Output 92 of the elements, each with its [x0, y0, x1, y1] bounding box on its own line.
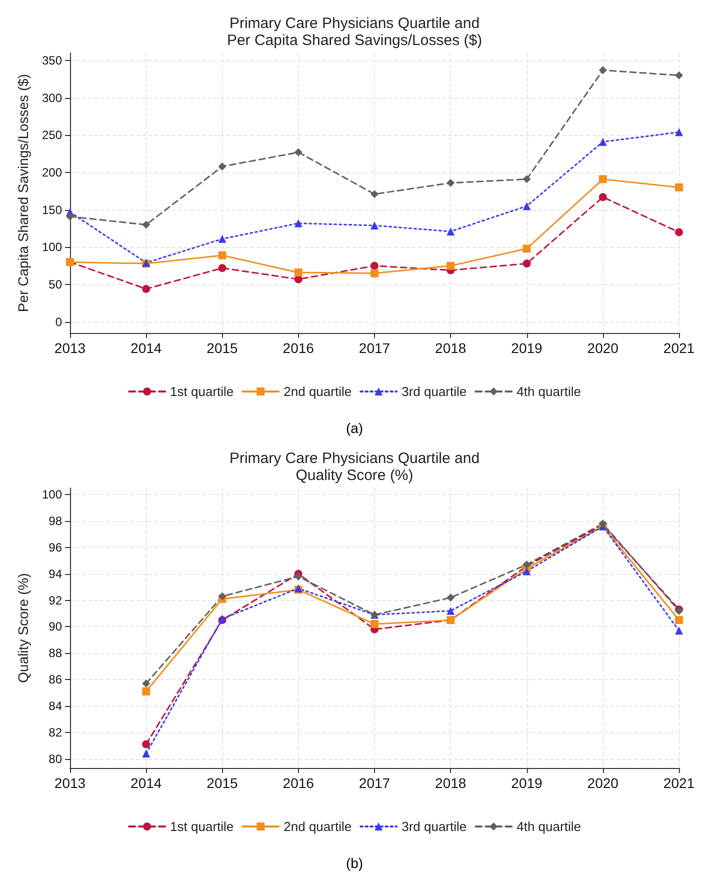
- x-tick-label: 2016: [282, 340, 314, 356]
- point: [370, 190, 378, 198]
- legend-label: 3rd quartile: [402, 384, 467, 399]
- x-tick-label: 2017: [358, 775, 390, 791]
- point: [446, 262, 455, 270]
- point: [294, 148, 302, 156]
- y-tick-label: 80: [48, 752, 62, 766]
- legend-label: 3rd quartile: [402, 819, 467, 834]
- point: [598, 66, 607, 74]
- point: [370, 269, 378, 278]
- x-tick-label: 2021: [663, 340, 695, 356]
- point: [446, 606, 455, 615]
- point: [294, 219, 302, 228]
- point: [370, 221, 378, 230]
- x-tick-label: 2013: [54, 340, 86, 356]
- x-tick-label: 2017: [358, 340, 390, 356]
- point: [675, 228, 683, 236]
- point: [294, 572, 302, 580]
- y-tick-label: 82: [48, 725, 62, 740]
- y-tick-label: 84: [48, 698, 62, 713]
- point: [370, 262, 378, 270]
- y-tick-label: 100: [42, 488, 62, 502]
- point: [218, 592, 226, 600]
- x-tick-label: 2021: [663, 775, 695, 791]
- legend-label: 2nd quartile: [284, 384, 352, 399]
- point: [218, 162, 226, 170]
- x-tick-label: 2013: [54, 775, 86, 791]
- y-tick-label: 100: [42, 240, 62, 254]
- point: [142, 740, 150, 748]
- x-tick-label: 2019: [511, 340, 543, 356]
- x-tick-label: 2020: [587, 340, 619, 356]
- y-axis-title: Quality Score (%): [15, 573, 31, 683]
- y-tick-label: 250: [42, 128, 62, 142]
- point: [446, 178, 455, 187]
- y-tick-label: 50: [48, 277, 62, 292]
- point: [370, 620, 378, 628]
- point: [598, 193, 607, 202]
- y-tick-label: 350: [42, 53, 62, 68]
- chart-title: Primary Care Physicians Quartile and Per Capita Shared Savings/Losses ($): [226, 15, 482, 49]
- point: [522, 244, 531, 253]
- y-axis-title: Per Capita Shared Savings/Losses ($): [15, 74, 31, 312]
- point: [142, 220, 150, 229]
- point: [446, 594, 455, 602]
- text: (a): [346, 420, 364, 436]
- point: [218, 251, 226, 260]
- x-tick-label: 2015: [206, 775, 238, 791]
- point: [142, 284, 150, 293]
- chart-title: Primary Care Physicians Quartile and Quality Score (%): [229, 450, 480, 484]
- point: [522, 260, 531, 268]
- y-tick-label: 92: [48, 593, 62, 608]
- point: [598, 138, 607, 146]
- legend-label: 2nd quartile: [284, 819, 352, 834]
- point: [675, 71, 683, 80]
- text: (b): [346, 855, 364, 871]
- legend-label: 4th quartile: [516, 384, 581, 399]
- point: [675, 626, 683, 635]
- x-tick-label: 2016: [282, 775, 314, 791]
- x-tick-label: 2019: [511, 775, 543, 791]
- legend-label: 4th quartile: [516, 819, 581, 834]
- y-tick-label: 0: [55, 314, 62, 329]
- y-tick-label: 200: [42, 165, 62, 180]
- point: [142, 749, 150, 758]
- point: [675, 616, 683, 624]
- point: [142, 679, 150, 688]
- y-tick-label: 90: [48, 620, 62, 634]
- point: [294, 268, 302, 277]
- y-tick-label: 300: [42, 90, 62, 105]
- point: [675, 128, 683, 136]
- y-tick-label: 86: [48, 672, 62, 687]
- y-tick-label: 98: [48, 514, 62, 528]
- point: [522, 202, 531, 210]
- point: [522, 567, 531, 576]
- point: [675, 183, 683, 192]
- point: [598, 175, 607, 184]
- x-tick-label: 2015: [206, 340, 238, 356]
- legend-label: 1st quartile: [170, 384, 234, 399]
- x-tick-label: 2020: [587, 775, 619, 791]
- x-tick-label: 2018: [435, 775, 466, 791]
- y-tick-label: 96: [48, 540, 62, 554]
- point: [522, 175, 531, 184]
- point: [218, 234, 226, 243]
- legend-label: 1st quartile: [170, 819, 234, 834]
- point: [66, 212, 74, 221]
- y-tick-label: 150: [42, 202, 62, 217]
- x-tick-label: 2018: [435, 340, 466, 356]
- point: [218, 264, 226, 272]
- y-tick-label: 94: [48, 566, 62, 581]
- x-tick-label: 2014: [130, 340, 162, 356]
- point: [446, 227, 455, 236]
- y-tick-label: 88: [48, 646, 62, 660]
- x-tick-label: 2014: [130, 775, 162, 791]
- point: [142, 687, 150, 696]
